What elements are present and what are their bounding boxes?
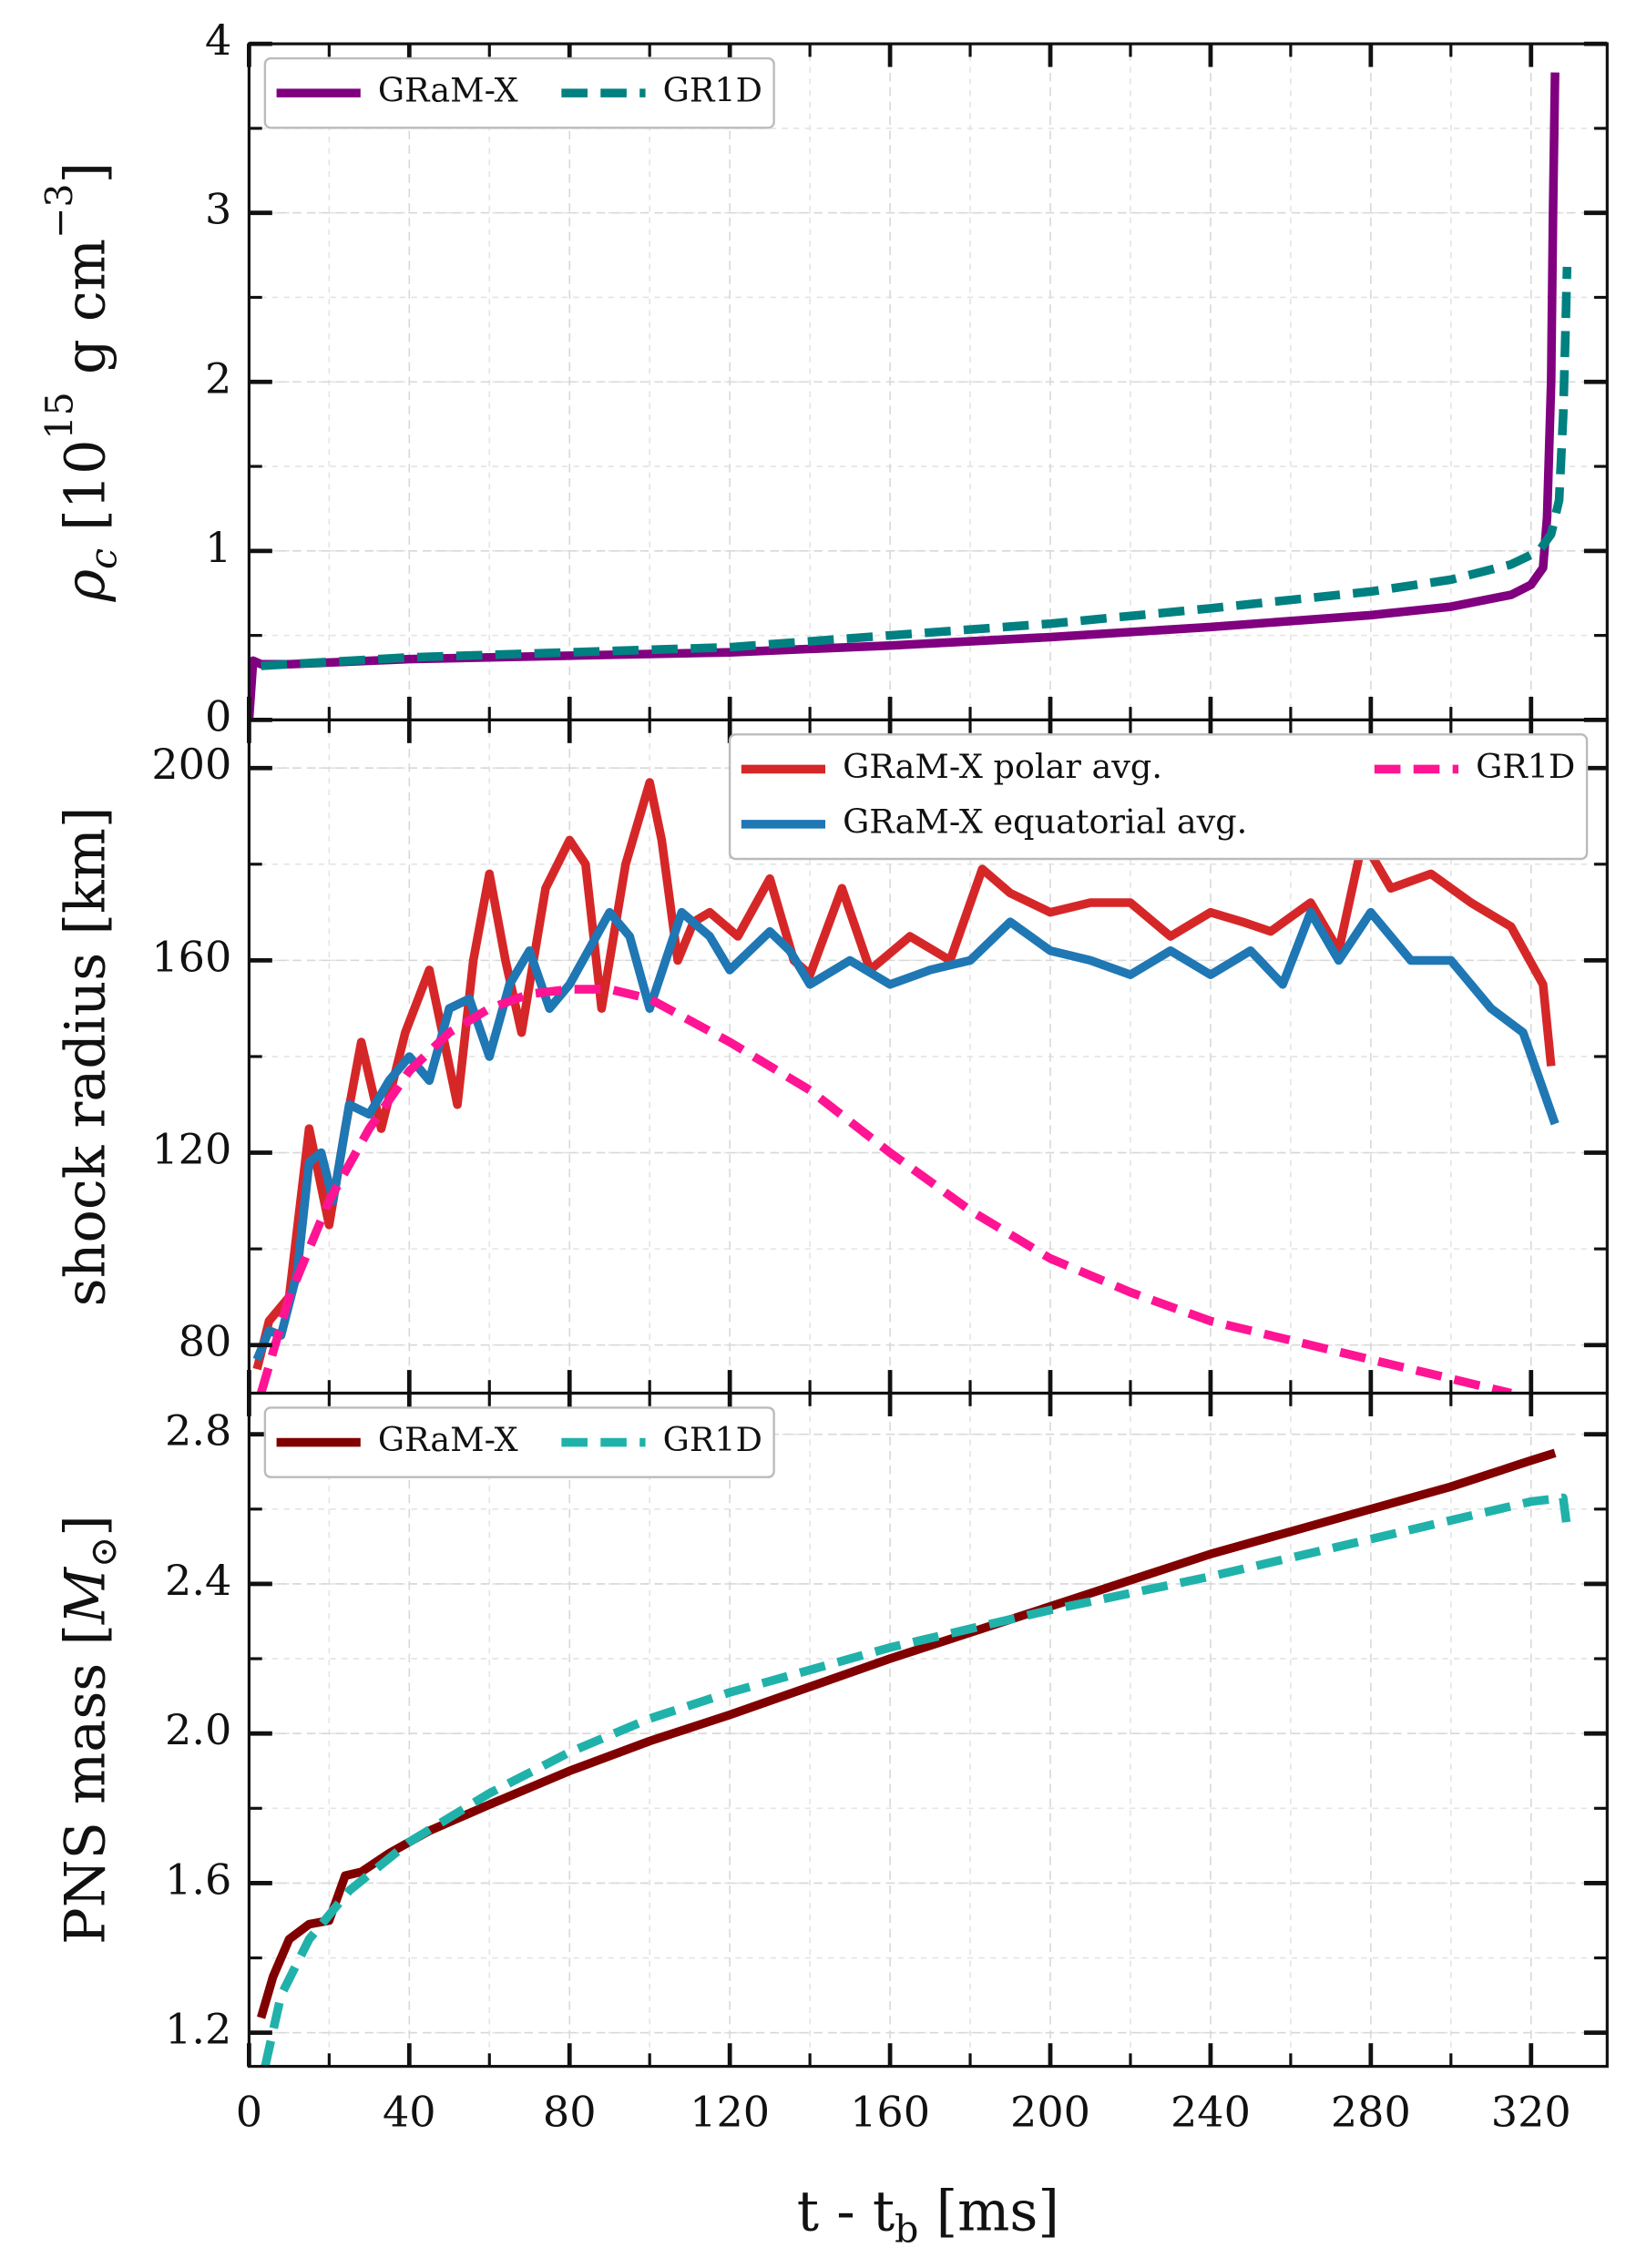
y-axis-label: PNS mass [M⊙] <box>54 1515 125 1945</box>
legend-box <box>263 1406 775 1478</box>
y-tick-label: 4 <box>205 15 231 65</box>
x-tick-label: 320 <box>1491 2088 1571 2137</box>
series-line <box>249 72 1560 720</box>
panel: 80 120 160 200 shock radius [km] GRaM-X polar… <box>54 718 1609 1395</box>
legend-label: GR1D <box>663 71 762 110</box>
legend-box <box>728 733 1589 861</box>
series-line <box>257 1448 1557 2019</box>
x-tick-label: 80 <box>543 2088 597 2137</box>
y-tick-label: 3 <box>205 185 231 234</box>
label-part: t - t <box>797 2180 895 2243</box>
series-line <box>261 1493 1572 2067</box>
label-part: ] <box>54 1515 118 1537</box>
x-tick-label: 200 <box>1010 2088 1090 2137</box>
x-tick-label: 40 <box>383 2088 436 2137</box>
y-tick-label: 2 <box>205 353 231 403</box>
x-tick-label: 280 <box>1331 2088 1411 2137</box>
label-part: 15 <box>37 392 81 439</box>
label-part: [10 <box>54 439 118 548</box>
legend-label: GRaM-X polar avg. <box>843 747 1162 786</box>
y-axis-label: ρc [1015 g cm−3] <box>37 162 125 603</box>
y-tick-label: 200 <box>151 740 231 789</box>
label-part: c <box>81 548 125 569</box>
label-part: shock radius [km] <box>54 807 118 1307</box>
series-line <box>257 985 1512 1394</box>
label-part: ρ <box>54 569 118 603</box>
label-part: ⊙ <box>81 1537 125 1568</box>
legend: GRaM-X GR1D <box>263 1406 775 1478</box>
series-line <box>252 907 1560 1362</box>
y-axis-label: shock radius [km] <box>54 807 118 1307</box>
label-part: b <box>895 2207 918 2251</box>
label-part: −3 <box>37 184 81 240</box>
series-line <box>261 266 1572 670</box>
legend-label: GR1D <box>1476 747 1575 786</box>
legend-box <box>263 56 775 129</box>
label-part: ] <box>54 162 118 184</box>
legend-label: GRaM-X <box>378 71 518 110</box>
x-tick-label: 160 <box>850 2088 930 2137</box>
legend-label: GRaM-X equatorial avg. <box>843 802 1247 841</box>
series-line <box>252 778 1556 1371</box>
y-tick-label: 80 <box>179 1317 232 1366</box>
label-part: [ms] <box>918 2180 1059 2243</box>
panel: 0 1 2 3 4 ρc [1015 g cm−3] GRaM-X GR1D <box>37 15 1609 741</box>
y-tick-label: 2.8 <box>165 1406 231 1456</box>
y-tick-label: 2.4 <box>165 1556 231 1605</box>
panel: 1.2 1.6 2.0 2.4 2.8 0 40 80 120 160 200 240 280 320 PN… <box>54 1391 1609 2251</box>
legend: GRaM-X polar avg. GRaM-X equatorial avg. G… <box>728 733 1589 861</box>
x-tick-label: 0 <box>236 2088 262 2137</box>
y-tick-label: 1.6 <box>165 1854 231 1904</box>
frame <box>247 1391 1609 2069</box>
legend-label: GR1D <box>663 1420 762 1459</box>
label-part: g cm <box>54 239 118 392</box>
legend: GRaM-X GR1D <box>263 56 775 129</box>
y-tick-label: 120 <box>151 1125 231 1174</box>
y-tick-label: 160 <box>151 932 231 981</box>
x-tick-label: 120 <box>690 2088 770 2137</box>
y-tick-label: 1.2 <box>165 2005 231 2054</box>
label-part: PNS mass [ <box>54 1624 118 1945</box>
y-tick-label: 1 <box>205 523 231 572</box>
y-tick-label: 0 <box>205 691 231 741</box>
x-axis-label: t - tb [ms] <box>797 2180 1059 2251</box>
legend-label: GRaM-X <box>378 1420 518 1459</box>
label-part: M <box>54 1566 118 1625</box>
y-tick-label: 2.0 <box>165 1705 231 1754</box>
x-tick-label: 240 <box>1171 2088 1251 2137</box>
